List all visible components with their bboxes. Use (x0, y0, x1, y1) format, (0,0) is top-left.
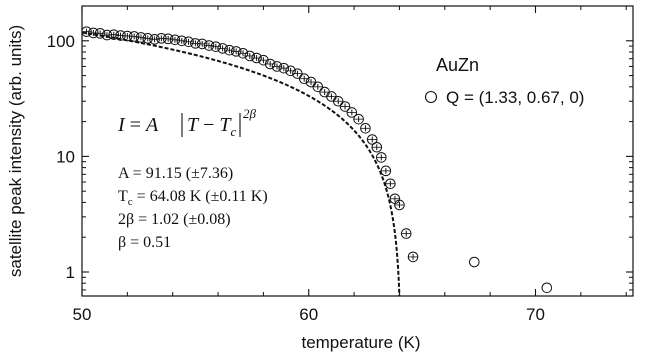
data-point (94, 28, 106, 39)
legend-title: AuZn (436, 55, 479, 75)
data-point (271, 61, 283, 72)
plot-frame (81, 5, 634, 297)
data-point (122, 30, 133, 42)
data-point (128, 31, 140, 42)
formula-I: I (117, 114, 126, 136)
formula-equals: = (125, 114, 146, 136)
y-tick-label: 10 (56, 147, 75, 166)
x-tick-label: 60 (299, 305, 318, 324)
data-point (371, 141, 383, 153)
x-tick-label: 50 (73, 305, 92, 324)
data-point (360, 123, 371, 134)
data-point (346, 107, 358, 118)
svg-text:T − Tc: T − Tc (187, 114, 237, 139)
formula-Tc: T (219, 114, 232, 136)
data-point (217, 43, 228, 54)
data-point (400, 228, 412, 239)
data-point (332, 95, 344, 107)
fit-curve-layer (82, 31, 401, 296)
data-point (156, 33, 167, 44)
data-marker (468, 256, 480, 268)
formula-T: T (187, 114, 200, 136)
param-2beta: 2β = 1.02 (±0.08) (118, 211, 231, 228)
param-beta: β = 0.51 (118, 234, 171, 251)
fit-formula: I = A T − Tc 2β (117, 106, 257, 139)
data-point (394, 199, 405, 211)
data-point (196, 38, 208, 50)
data-marker (541, 282, 553, 294)
data-point (183, 36, 194, 48)
formula-A: A (144, 114, 159, 136)
fit-parameters: A = 91.15 (±7.36) Tc = 64.08 K (±0.11 K)… (118, 165, 268, 251)
data-point (203, 40, 215, 51)
data-point (230, 46, 242, 57)
legend-marker (424, 90, 438, 104)
data-point (541, 282, 553, 294)
formula-exponent: 2β (243, 106, 257, 121)
data-point (115, 30, 126, 41)
data-point (376, 152, 387, 163)
data-point (292, 68, 303, 79)
data-point (305, 76, 317, 88)
x-axis-title: temperature (K) (301, 333, 420, 352)
x-axis: 50 60 70 (73, 6, 627, 324)
data-point (162, 33, 174, 45)
data-point (210, 41, 222, 52)
data-point (190, 38, 201, 49)
legend: AuZn Q = (1.33, 0.67, 0) (424, 55, 584, 107)
fit-curve (82, 31, 401, 296)
data-point (101, 29, 113, 41)
legend-entry-label: Q = (1.33, 0.67, 0) (446, 88, 584, 107)
data-point (176, 35, 188, 47)
param-Tc: Tc = 64.08 K (±0.11 K) (118, 188, 268, 208)
data-point (108, 29, 120, 40)
y-tick-label: 100 (47, 32, 75, 51)
data-point (149, 34, 160, 45)
y-tick-label: 1 (66, 263, 75, 282)
formula-minus: − (198, 114, 219, 136)
data-point (353, 113, 364, 125)
data-point (326, 91, 337, 102)
data-point (319, 86, 330, 98)
data-point (366, 134, 378, 145)
data-points-layer (82, 26, 553, 294)
data-point (264, 58, 276, 70)
data-point (82, 26, 92, 37)
data-point (339, 101, 351, 112)
data-point (251, 52, 262, 64)
svg-text:I = A: I = A (117, 114, 159, 136)
x-tick-label: 70 (526, 305, 545, 324)
data-point (135, 32, 147, 43)
data-point (244, 50, 256, 62)
data-point (88, 27, 99, 39)
data-point (380, 165, 392, 177)
y-axis: 1 10 100 (47, 5, 633, 291)
data-point (312, 81, 324, 93)
data-point (224, 44, 235, 56)
formula-c-sub: c (231, 124, 237, 139)
data-point (407, 251, 419, 263)
y-axis-title: satellite peak intensity (arb. units) (6, 25, 25, 277)
param-A: A = 91.15 (±7.36) (118, 165, 233, 182)
data-point (142, 33, 154, 44)
data-point (169, 34, 181, 46)
data-point (389, 193, 401, 205)
data-point (385, 178, 396, 190)
data-point (468, 256, 480, 268)
